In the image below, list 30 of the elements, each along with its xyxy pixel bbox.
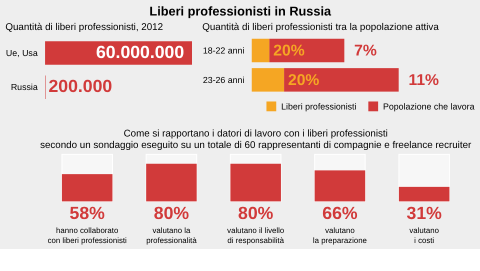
data-label: 80% (154, 203, 190, 224)
data-label: 80% (238, 203, 274, 224)
x-tick-label: valutano la preparazione (312, 226, 367, 246)
bar (252, 68, 284, 92)
x-tick-label: valutano i costi (409, 226, 440, 246)
y-tick-label: Ue, Usa (6, 48, 38, 58)
x-tick-label: valutano la professionalità (146, 226, 198, 246)
legend-label: Popolazione che lavora (383, 101, 475, 112)
data-label: 60.000.000 (96, 42, 184, 62)
bar (284, 68, 399, 92)
annotation: 7% (354, 42, 377, 60)
y-tick-label: 23-26 anni (202, 74, 244, 85)
data-label: 66% (322, 203, 358, 224)
data-label: 31% (406, 203, 442, 224)
y-tick-label: 18-22 anni (202, 45, 244, 56)
data-label: 200.000 (48, 76, 112, 96)
annotation: 20% (288, 72, 320, 89)
annotation: 20% (273, 42, 305, 60)
bar (252, 38, 270, 62)
x-tick-label: valutano il livello di responsabilità (227, 226, 285, 246)
data-label: 58% (70, 203, 106, 224)
y-tick-label: Russia (10, 82, 38, 92)
chart-title: Come si rapportano i datori di lavoro con i liberi professionisti secondo un sondaggio eseguito su un totale di 60 rappresentanti di compagnie e freelance recruiter (40, 128, 472, 152)
chart-subtitle: Quantità di liberi professionisti, 2012 (5, 22, 164, 33)
x-tick-label: hanno collaborato con liberi professionisti (48, 226, 128, 246)
annotation: 11% (408, 72, 440, 89)
text: Liberi professionisti in Russia (149, 3, 332, 18)
bar (398, 186, 450, 202)
chart-title: Quantità di liberi professionisti tra la popolazione attiva (202, 22, 440, 33)
legend-label: Liberi professionisti (281, 101, 356, 112)
